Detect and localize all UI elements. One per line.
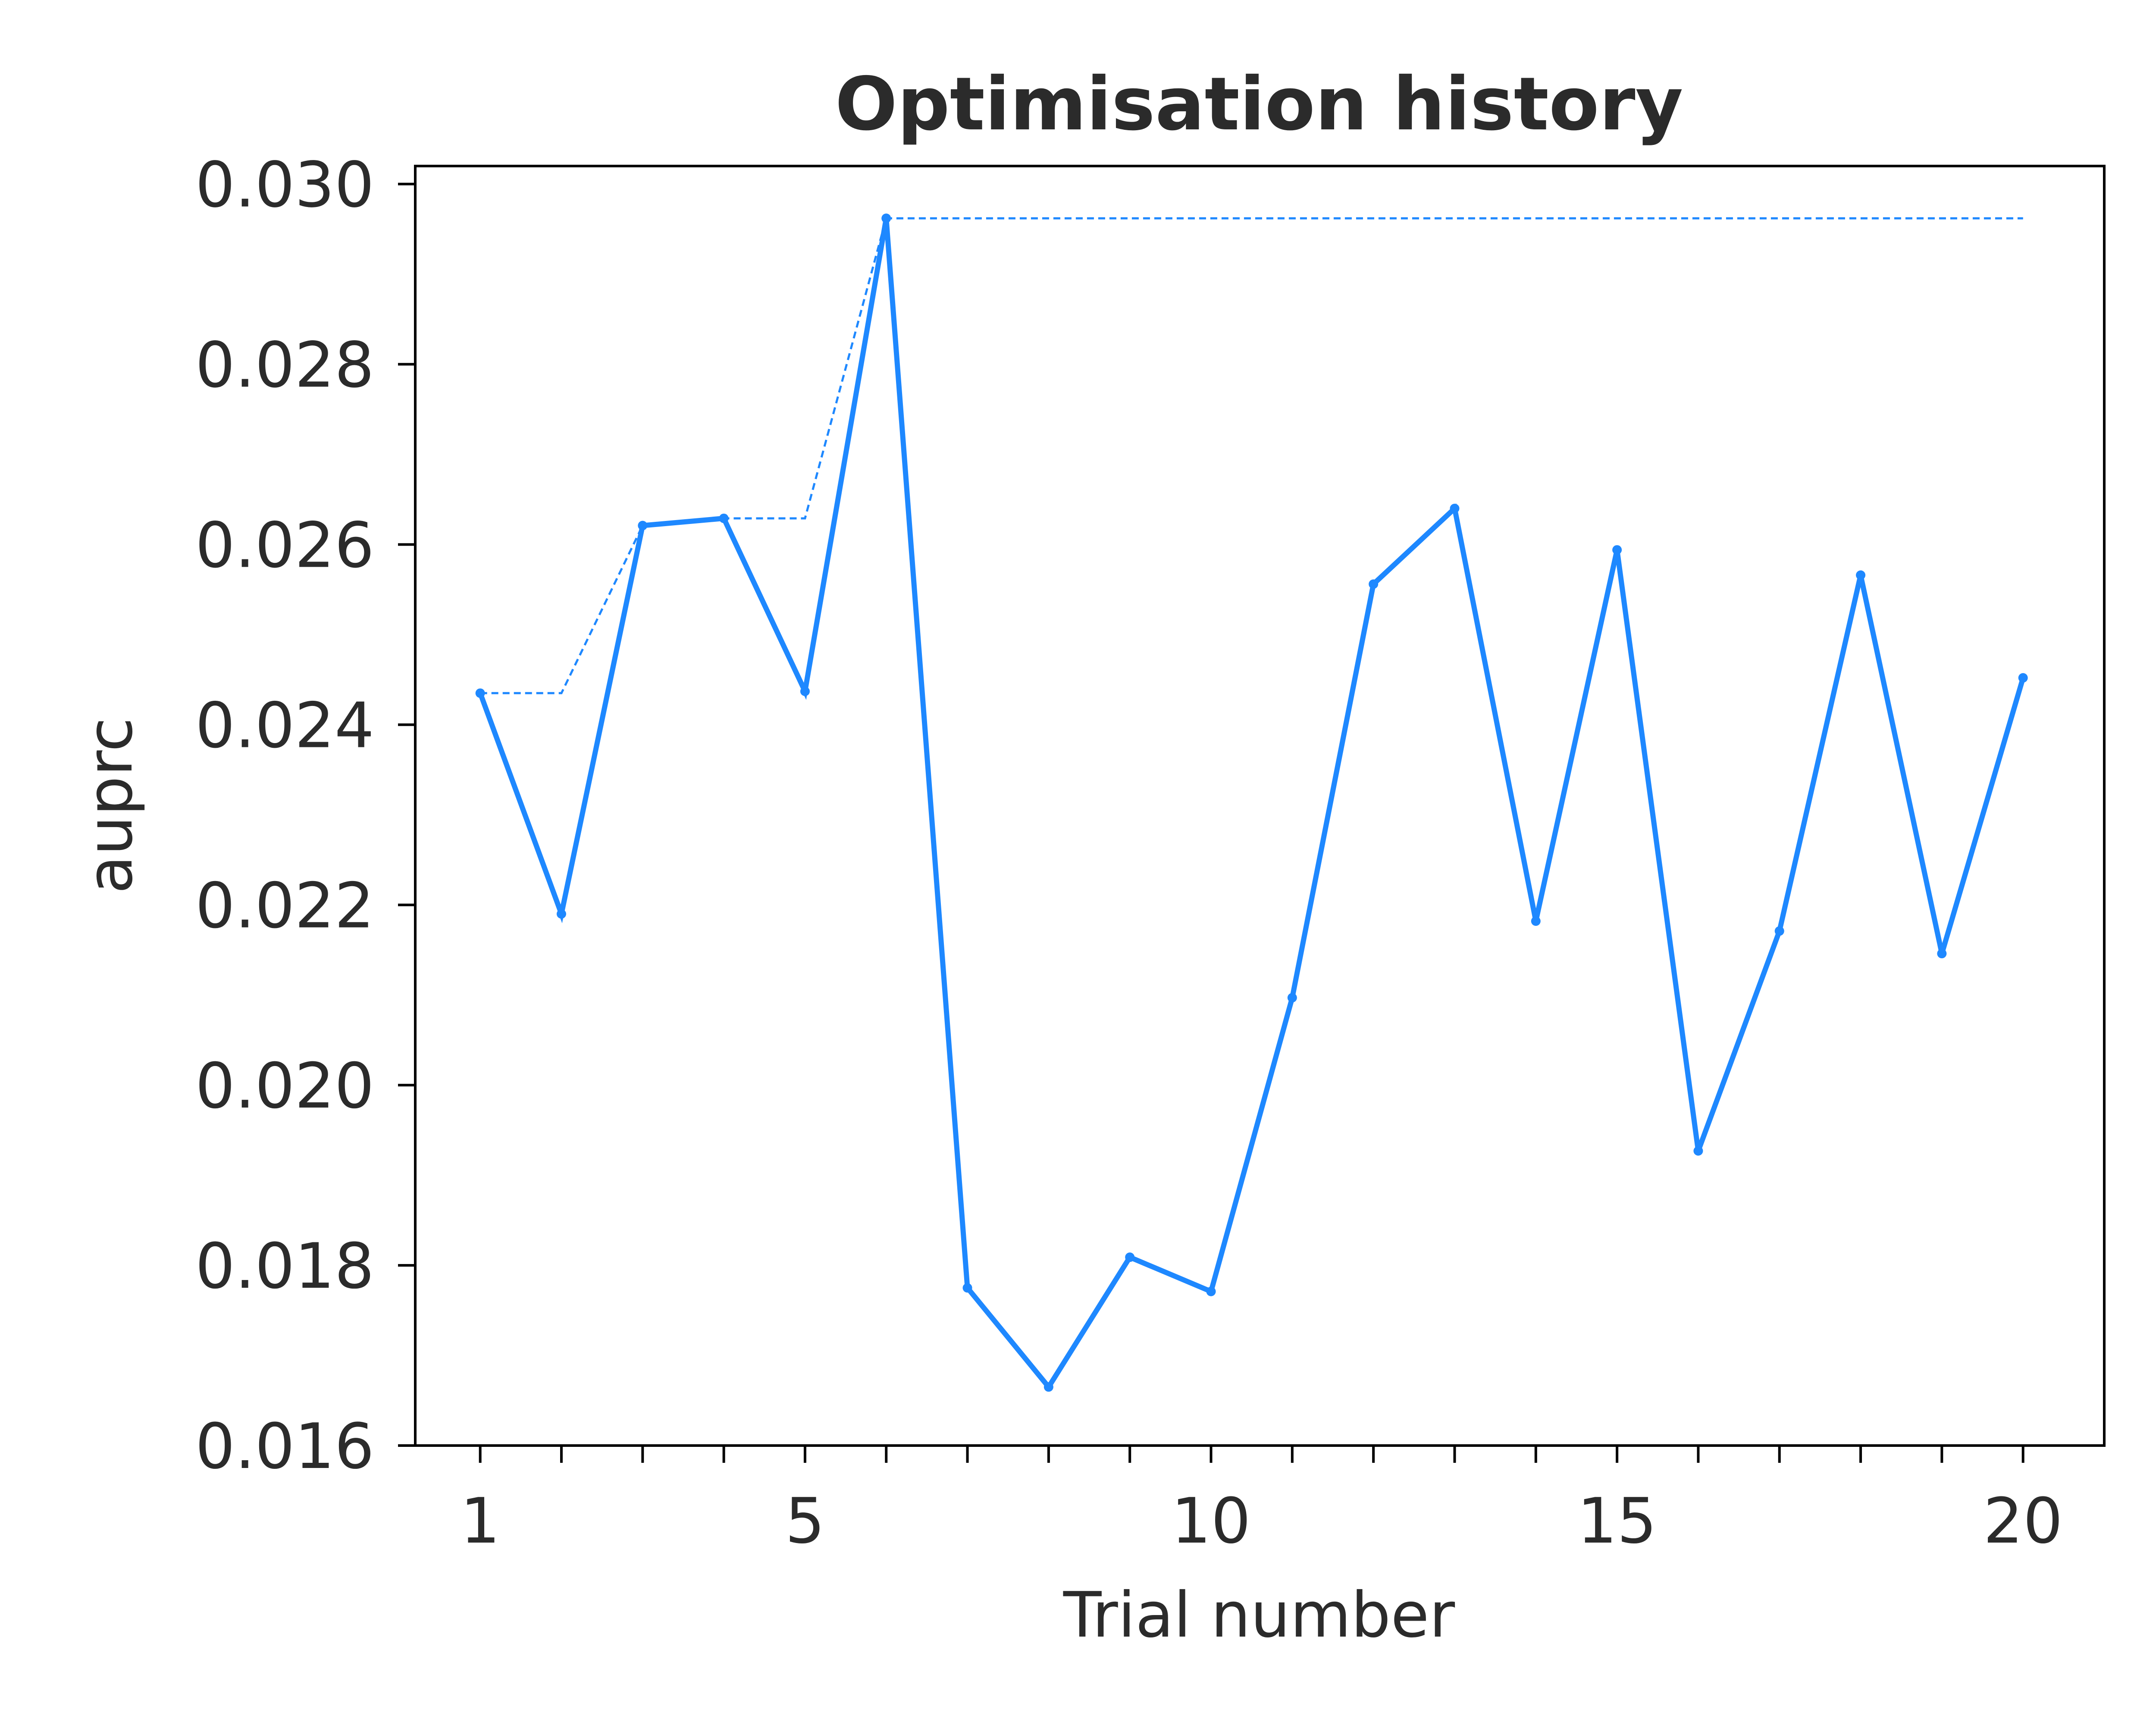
data-point [556,909,566,919]
series-layer [475,213,2028,1392]
data-point [1450,503,1460,513]
x-tick-label: 20 [1983,1485,2063,1558]
y-tick-label: 0.018 [195,1230,374,1303]
x-axis-label: Trial number [1063,1579,1455,1652]
y-tick-label: 0.030 [195,149,374,222]
data-point [1774,926,1784,936]
data-point [1937,949,1947,959]
data-point [1206,1286,1216,1296]
x-axis: 1 5 10 15 20 [461,1446,2063,1558]
x-tick-label: 1 [461,1485,500,1558]
data-point [800,687,810,696]
y-tick-label: 0.020 [195,1050,374,1123]
chart-title: Optimisation history [835,62,1683,147]
data-point [1369,579,1379,589]
y-tick-label: 0.028 [195,329,374,402]
y-axis-label: auprc [74,718,147,894]
data-point [1044,1382,1053,1392]
y-axis: 0.016 0.018 0.020 0.022 0.024 0.026 0.028 0.030 [195,149,415,1483]
objective-value-line [478,218,2026,1392]
data-point [475,688,485,698]
y-tick-label: 0.026 [195,509,374,582]
y-tick-label: 0.022 [195,869,374,942]
data-point [1531,916,1541,926]
y-tick-label: 0.016 [195,1410,374,1483]
data-point [1856,570,1866,580]
data-point [638,521,648,530]
data-point [1612,545,1622,555]
data-point [2018,673,2028,683]
y-tick-label: 0.024 [195,689,374,762]
best-value-line [480,217,2023,694]
data-point [1287,993,1297,1003]
plot-area-frame [414,165,2106,1447]
x-tick-label: 5 [785,1485,825,1558]
x-tick-label: 15 [1577,1485,1657,1558]
data-point [1125,1252,1135,1262]
data-point [1693,1146,1703,1156]
x-tick-label: 10 [1171,1485,1251,1558]
data-point [962,1283,972,1293]
